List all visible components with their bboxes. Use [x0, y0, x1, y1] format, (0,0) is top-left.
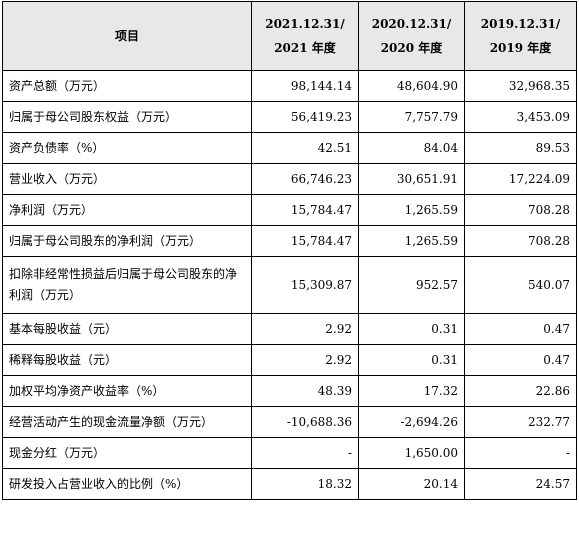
- cell-2019: -: [465, 438, 577, 469]
- header-2019-date: 2019.12.31/: [467, 12, 574, 36]
- row-label: 归属于母公司股东的净利润（万元）: [3, 226, 252, 257]
- table-row: 研发投入占营业收入的比例（%） 18.32 20.14 24.57: [3, 469, 577, 500]
- cell-2020: 17.32: [359, 376, 465, 407]
- cell-2021: 2.92: [252, 345, 359, 376]
- header-item-label: 项目: [115, 29, 139, 43]
- row-label: 营业收入（万元）: [3, 164, 252, 195]
- cell-2021: -10,688.36: [252, 407, 359, 438]
- table-row: 扣除非经常性损益后归属于母公司股东的净利润（万元） 15,309.87 952.…: [3, 257, 577, 314]
- cell-2019: 708.28: [465, 195, 577, 226]
- cell-2021: 2.92: [252, 314, 359, 345]
- table-row: 基本每股收益（元） 2.92 0.31 0.47: [3, 314, 577, 345]
- cell-2019: 22.86: [465, 376, 577, 407]
- row-label: 净利润（万元）: [3, 195, 252, 226]
- row-label: 资产总额（万元）: [3, 71, 252, 102]
- row-label: 研发投入占营业收入的比例（%）: [3, 469, 252, 500]
- row-label: 加权平均净资产收益率（%）: [3, 376, 252, 407]
- cell-2021: 98,144.14: [252, 71, 359, 102]
- cell-2021: 66,746.23: [252, 164, 359, 195]
- cell-2020: 48,604.90: [359, 71, 465, 102]
- row-label: 现金分红（万元）: [3, 438, 252, 469]
- cell-2021: 56,419.23: [252, 102, 359, 133]
- row-label: 扣除非经常性损益后归属于母公司股东的净利润（万元）: [3, 257, 252, 314]
- cell-2020: 0.31: [359, 345, 465, 376]
- cell-2019: 0.47: [465, 345, 577, 376]
- table-row: 加权平均净资产收益率（%） 48.39 17.32 22.86: [3, 376, 577, 407]
- table-row: 现金分红（万元） - 1,650.00 -: [3, 438, 577, 469]
- cell-2019: 24.57: [465, 469, 577, 500]
- cell-2020: -2,694.26: [359, 407, 465, 438]
- table-row: 经营活动产生的现金流量净额（万元） -10,688.36 -2,694.26 2…: [3, 407, 577, 438]
- table-row: 资产总额（万元） 98,144.14 48,604.90 32,968.35: [3, 71, 577, 102]
- cell-2020: 1,265.59: [359, 226, 465, 257]
- header-2020-date: 2020.12.31/: [361, 12, 462, 36]
- row-label: 归属于母公司股东权益（万元）: [3, 102, 252, 133]
- cell-2021: 15,784.47: [252, 226, 359, 257]
- cell-2019: 3,453.09: [465, 102, 577, 133]
- row-label: 资产负债率（%）: [3, 133, 252, 164]
- row-label: 基本每股收益（元）: [3, 314, 252, 345]
- header-2020: 2020.12.31/ 2020 年度: [359, 2, 465, 71]
- cell-2019: 17,224.09: [465, 164, 577, 195]
- header-2019-year: 2019 年度: [467, 36, 574, 60]
- header-2021-date: 2021.12.31/: [254, 12, 356, 36]
- cell-2020: 952.57: [359, 257, 465, 314]
- cell-2019: 708.28: [465, 226, 577, 257]
- cell-2020: 1,650.00: [359, 438, 465, 469]
- financial-indicators-table: 项目 2021.12.31/ 2021 年度 2020.12.31/ 2020 …: [2, 1, 577, 500]
- cell-2019: 89.53: [465, 133, 577, 164]
- cell-2020: 30,651.91: [359, 164, 465, 195]
- table-row: 归属于母公司股东的净利润（万元） 15,784.47 1,265.59 708.…: [3, 226, 577, 257]
- table-body: 资产总额（万元） 98,144.14 48,604.90 32,968.35 归…: [3, 71, 577, 500]
- header-2019: 2019.12.31/ 2019 年度: [465, 2, 577, 71]
- cell-2020: 1,265.59: [359, 195, 465, 226]
- cell-2020: 7,757.79: [359, 102, 465, 133]
- header-2020-year: 2020 年度: [361, 36, 462, 60]
- header-item: 项目: [3, 2, 252, 71]
- financial-table-container: 项目 2021.12.31/ 2021 年度 2020.12.31/ 2020 …: [2, 1, 576, 500]
- cell-2020: 20.14: [359, 469, 465, 500]
- header-2021-year: 2021 年度: [254, 36, 356, 60]
- cell-2020: 0.31: [359, 314, 465, 345]
- table-row: 归属于母公司股东权益（万元） 56,419.23 7,757.79 3,453.…: [3, 102, 577, 133]
- cell-2021: 15,309.87: [252, 257, 359, 314]
- row-label: 稀释每股收益（元）: [3, 345, 252, 376]
- cell-2021: 15,784.47: [252, 195, 359, 226]
- table-row: 净利润（万元） 15,784.47 1,265.59 708.28: [3, 195, 577, 226]
- table-row: 资产负债率（%） 42.51 84.04 89.53: [3, 133, 577, 164]
- table-row: 营业收入（万元） 66,746.23 30,651.91 17,224.09: [3, 164, 577, 195]
- table-header: 项目 2021.12.31/ 2021 年度 2020.12.31/ 2020 …: [3, 2, 577, 71]
- cell-2021: 18.32: [252, 469, 359, 500]
- cell-2019: 0.47: [465, 314, 577, 345]
- row-label: 经营活动产生的现金流量净额（万元）: [3, 407, 252, 438]
- cell-2019: 540.07: [465, 257, 577, 314]
- cell-2021: -: [252, 438, 359, 469]
- cell-2021: 42.51: [252, 133, 359, 164]
- header-2021: 2021.12.31/ 2021 年度: [252, 2, 359, 71]
- cell-2020: 84.04: [359, 133, 465, 164]
- cell-2021: 48.39: [252, 376, 359, 407]
- table-row: 稀释每股收益（元） 2.92 0.31 0.47: [3, 345, 577, 376]
- cell-2019: 232.77: [465, 407, 577, 438]
- cell-2019: 32,968.35: [465, 71, 577, 102]
